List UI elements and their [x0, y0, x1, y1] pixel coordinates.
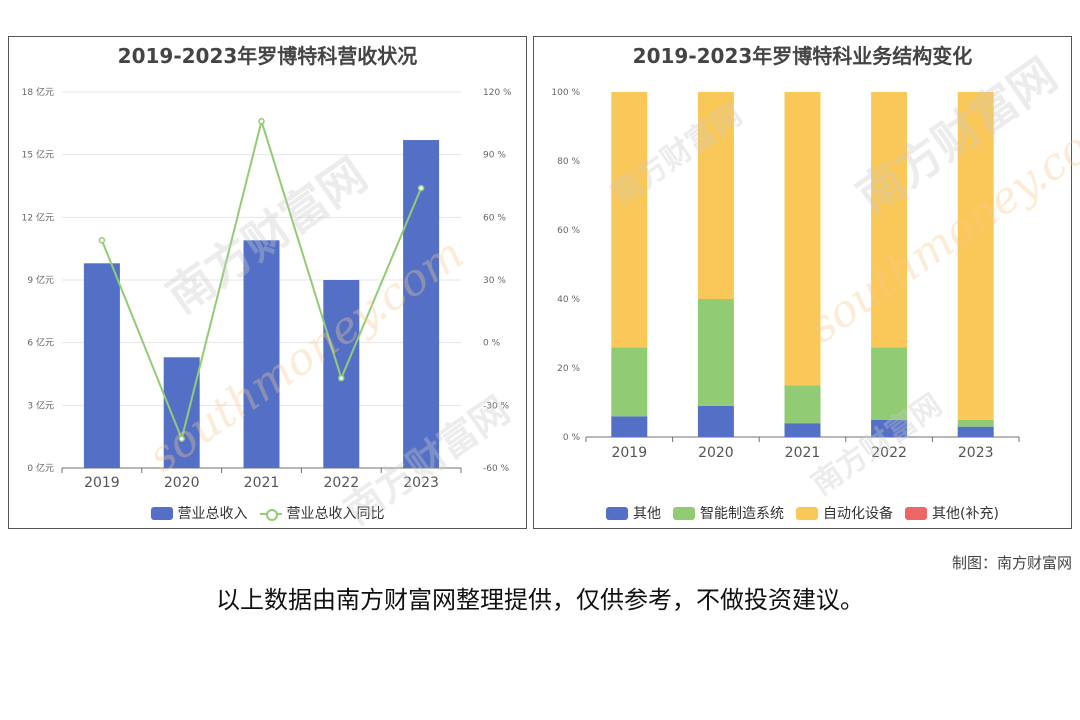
- legend-item-other-supplement[interactable]: 其他(补充): [905, 503, 999, 523]
- bar-segment: [784, 423, 821, 437]
- y2-tick-label: -60 %: [483, 464, 510, 474]
- chart-legend: 其他 智能制造系统 自动化设备 其他(补充): [534, 503, 1071, 523]
- y2-tick-label: 0 %: [483, 339, 501, 349]
- y-tick-label: 6 亿元: [27, 337, 54, 349]
- bar-revenue: [163, 357, 200, 468]
- legend-item-revenue[interactable]: 营业总收入: [150, 503, 248, 523]
- legend-label: 自动化设备: [823, 506, 894, 522]
- point-yoy: [417, 184, 425, 192]
- legend-label: 其他: [633, 506, 662, 522]
- legend-item-yoy[interactable]: 营业总收入同比: [259, 503, 385, 523]
- legend-label: 其他(补充): [932, 506, 999, 522]
- chart-title: 2019-2023年罗博特科营收状况: [117, 44, 418, 68]
- chart-legend: 营业总收入 营业总收入同比: [9, 503, 526, 523]
- structure-chart-panel: 2019-2023年罗博特科业务结构变化 0 % 20 % 40 % 60 % 80 %…: [533, 36, 1072, 529]
- y-tick-label: 15 亿元: [22, 149, 54, 161]
- y-tick-label: 0 亿元: [27, 462, 54, 474]
- bar-segment: [871, 92, 908, 348]
- x-tick-label: 2020: [164, 475, 200, 491]
- y-tick-label: 18 亿元: [22, 86, 54, 98]
- revenue-chart-panel: 2019-2023年罗博特科营收状况 0 亿元 3 亿元 6 亿元 9 亿元 12 亿元…: [8, 36, 527, 529]
- y-tick-label: 12 亿元: [22, 211, 54, 223]
- chart-title: 2019-2023年罗博特科业务结构变化: [632, 44, 973, 68]
- bar-segment: [784, 385, 821, 424]
- bar-revenue: [243, 240, 280, 468]
- x-tick-label: 2022: [871, 445, 907, 461]
- legend-swatch: [796, 506, 819, 520]
- x-tick-label: 2022: [323, 475, 359, 491]
- revenue-chart-svg: 0 亿元 3 亿元 6 亿元 9 亿元 12 亿元 15 亿元 18 亿元 -60 % -30 …: [22, 86, 512, 491]
- legend-label: 营业总收入同比: [286, 506, 385, 522]
- bar-revenue: [83, 263, 120, 468]
- y-tick-label: 40 %: [557, 295, 580, 305]
- bar-revenue: [323, 280, 360, 468]
- bar-segment: [697, 405, 734, 437]
- bar-segment: [611, 347, 648, 417]
- structure-chart-svg: 0 % 20 % 40 % 60 % 80 % 100 % 2019 2020 2021 2022…: [551, 88, 1020, 461]
- x-tick-label: 2023: [403, 475, 439, 491]
- y2-tick-label: 30 %: [483, 276, 506, 286]
- point-yoy: [258, 117, 265, 125]
- point-yoy: [338, 374, 345, 382]
- y-tick-label: 60 %: [557, 226, 580, 236]
- y2-tick-label: 90 %: [483, 151, 506, 161]
- disclaimer-text: 以上数据由南方财富网整理提供，仅供参考，不做投资建议。: [216, 586, 864, 614]
- legend-label: 智能制造系统: [700, 506, 785, 522]
- x-tick-label: 2023: [958, 445, 994, 461]
- x-tick-label: 2019: [84, 475, 120, 491]
- bar-segment: [697, 92, 734, 299]
- point-yoy: [98, 237, 106, 244]
- legend-item-automation[interactable]: 自动化设备: [796, 503, 893, 523]
- y-tick-label: 100 %: [551, 88, 580, 98]
- y-tick-label: 9 亿元: [27, 274, 54, 286]
- legend-label: 营业总收入: [177, 506, 248, 522]
- bar-segment: [697, 299, 734, 406]
- bar-segment: [871, 347, 908, 420]
- y2-tick-label: 60 %: [483, 213, 506, 223]
- x-tick-label: 2019: [611, 445, 647, 461]
- bar-segment: [957, 419, 994, 427]
- x-tick-label: 2021: [785, 445, 821, 461]
- bar-segment: [871, 419, 908, 437]
- bar-segment: [611, 416, 648, 437]
- y-tick-label: 0 %: [563, 433, 581, 443]
- bar-segment: [611, 92, 648, 348]
- y-tick-label: 3 亿元: [27, 399, 54, 411]
- legend-swatch: [673, 506, 696, 520]
- x-tick-label: 2020: [698, 445, 734, 461]
- bar-revenue: [403, 140, 440, 468]
- bar-segment: [957, 92, 994, 420]
- legend-item-smart-manufacturing[interactable]: 智能制造系统: [673, 503, 784, 523]
- bar-segment: [957, 426, 994, 437]
- legend-swatch: [905, 506, 928, 520]
- bar-segment: [784, 92, 821, 386]
- chart-credit: 制图：南方财富网: [951, 554, 1072, 572]
- y2-tick-label: -30 %: [483, 401, 510, 411]
- legend-swatch: [150, 506, 173, 520]
- legend-swatch: [259, 507, 282, 521]
- y-tick-label: 80 %: [557, 157, 580, 167]
- legend-swatch: [606, 506, 629, 520]
- x-tick-label: 2021: [244, 475, 280, 491]
- y2-tick-label: 120 %: [483, 88, 512, 98]
- y-tick-label: 20 %: [557, 364, 580, 374]
- point-yoy: [178, 435, 185, 443]
- legend-item-other[interactable]: 其他: [606, 503, 661, 523]
